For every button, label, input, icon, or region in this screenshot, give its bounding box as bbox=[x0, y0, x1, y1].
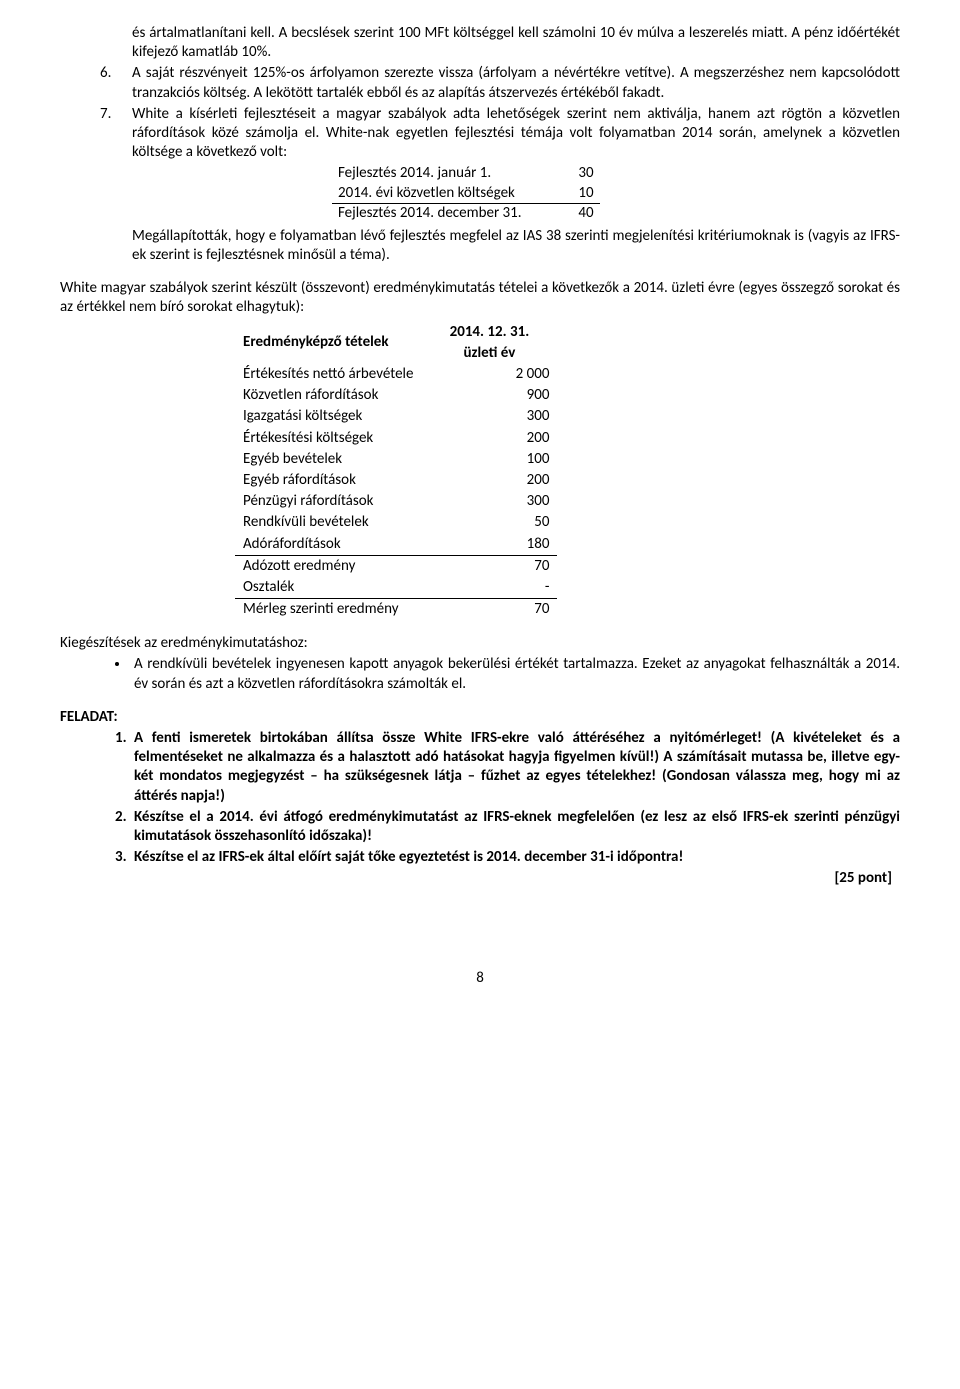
cell-value: 100 bbox=[421, 449, 557, 470]
cell-label: Fejlesztés 2014. december 31. bbox=[332, 203, 528, 223]
cell-value: 40 bbox=[528, 203, 600, 223]
table-row: Fejlesztés 2014. december 31. 40 bbox=[332, 203, 600, 223]
table-row: Egyéb ráfordítások200 bbox=[235, 470, 557, 491]
list-item: A rendkívüli bevételek ingyenesen kapott… bbox=[130, 655, 900, 693]
cell-value: - bbox=[421, 577, 557, 599]
cell-label: Értékesítési költségek bbox=[235, 428, 421, 449]
table-header-row: Eredményképző tételek 2014. 12. 31. bbox=[235, 322, 557, 343]
cell-value: 70 bbox=[421, 555, 557, 577]
cell-label: Adóráfordítások bbox=[235, 534, 421, 556]
intro-text: és ártalmatlanítani kell. A becslések sz… bbox=[132, 24, 900, 61]
cell-value: 2 000 bbox=[421, 364, 557, 385]
cell-label: Értékesítés nettó árbevétele bbox=[235, 364, 421, 385]
mid-text: White magyar szabályok szerint készült (… bbox=[60, 279, 900, 316]
list-item-7: 7. White a kísérleti fejlesztéseit a mag… bbox=[60, 105, 900, 266]
item-number-7: 7. bbox=[60, 105, 132, 266]
item7-text-a: White a kísérleti fejlesztéseit a magyar… bbox=[132, 105, 900, 161]
cell-label: Osztalék bbox=[235, 577, 421, 599]
cell-value: 50 bbox=[421, 512, 557, 533]
cell-label: Fejlesztés 2014. január 1. bbox=[332, 164, 528, 183]
header-items: Eredményképző tételek bbox=[235, 322, 421, 364]
header-year: üzleti év bbox=[421, 343, 557, 364]
task-item-2: Készítse el a 2014. évi átfogó eredményk… bbox=[130, 808, 900, 846]
task-heading: FELADAT: bbox=[60, 708, 900, 727]
table-row: Fejlesztés 2014. január 1. 30 bbox=[332, 164, 600, 183]
table-row: Osztalék- bbox=[235, 577, 557, 599]
item-body-6: A saját részvényeit 125%-os árfolyamon s… bbox=[132, 64, 900, 102]
cell-label: Egyéb ráfordítások bbox=[235, 470, 421, 491]
cell-label: 2014. évi közvetlen költségek bbox=[332, 184, 528, 204]
page-number: 8 bbox=[60, 969, 900, 988]
table-row: Rendkívüli bevételek50 bbox=[235, 512, 557, 533]
cell-label: Mérleg szerinti eredmény bbox=[235, 599, 421, 621]
income-statement-table: Eredményképző tételek 2014. 12. 31. üzle… bbox=[235, 322, 557, 621]
table-row: Adózott eredmény70 bbox=[235, 555, 557, 577]
supplement-list: A rendkívüli bevételek ingyenesen kapott… bbox=[60, 655, 900, 693]
points-label: [25 pont] bbox=[60, 869, 900, 888]
cell-value: 10 bbox=[528, 184, 600, 204]
item7-text-b: Megállapították, hogy e folyamatban lévő… bbox=[132, 227, 900, 264]
table-row: Igazgatási költségek300 bbox=[235, 406, 557, 427]
cell-value: 900 bbox=[421, 385, 557, 406]
cell-value: 200 bbox=[421, 470, 557, 491]
table-row: Adóráfordítások180 bbox=[235, 534, 557, 556]
table-row: Mérleg szerinti eredmény70 bbox=[235, 599, 557, 621]
table-row: 2014. évi közvetlen költségek 10 bbox=[332, 184, 600, 204]
intro-para: és ártalmatlanítani kell. A becslések sz… bbox=[60, 24, 900, 62]
table-row: Egyéb bevételek100 bbox=[235, 449, 557, 470]
cell-label: Rendkívüli bevételek bbox=[235, 512, 421, 533]
table-row: Pénzügyi ráfordítások300 bbox=[235, 491, 557, 512]
cell-value: 30 bbox=[528, 164, 600, 183]
cell-value: 200 bbox=[421, 428, 557, 449]
cell-value: 300 bbox=[421, 491, 557, 512]
list-item-6: 6. A saját részvényeit 125%-os árfolyamo… bbox=[60, 64, 900, 102]
table-row: Közvetlen ráfordítások900 bbox=[235, 385, 557, 406]
task-item-1: A fenti ismeretek birtokában állítsa öss… bbox=[130, 729, 900, 806]
cell-value: 300 bbox=[421, 406, 557, 427]
cell-value: 70 bbox=[421, 599, 557, 621]
cell-label: Pénzügyi ráfordítások bbox=[235, 491, 421, 512]
table-row: Értékesítési költségek200 bbox=[235, 428, 557, 449]
task-list: A fenti ismeretek birtokában állítsa öss… bbox=[60, 729, 900, 867]
development-cost-table: Fejlesztés 2014. január 1. 30 2014. évi … bbox=[332, 164, 600, 223]
task-item-3: Készítse el az IFRS-ek által előírt sajá… bbox=[130, 848, 900, 867]
cell-value: 180 bbox=[421, 534, 557, 556]
item-number-6: 6. bbox=[60, 64, 132, 102]
cell-label: Igazgatási költségek bbox=[235, 406, 421, 427]
table-row: Értékesítés nettó árbevétele2 000 bbox=[235, 364, 557, 385]
cell-label: Egyéb bevételek bbox=[235, 449, 421, 470]
cell-label: Közvetlen ráfordítások bbox=[235, 385, 421, 406]
cell-label: Adózott eredmény bbox=[235, 555, 421, 577]
mid-para: White magyar szabályok szerint készült (… bbox=[60, 279, 900, 317]
supplement-heading: Kiegészítések az eredménykimutatáshoz: bbox=[60, 634, 900, 653]
item-body-7: White a kísérleti fejlesztéseit a magyar… bbox=[132, 105, 900, 266]
header-date: 2014. 12. 31. bbox=[421, 322, 557, 343]
